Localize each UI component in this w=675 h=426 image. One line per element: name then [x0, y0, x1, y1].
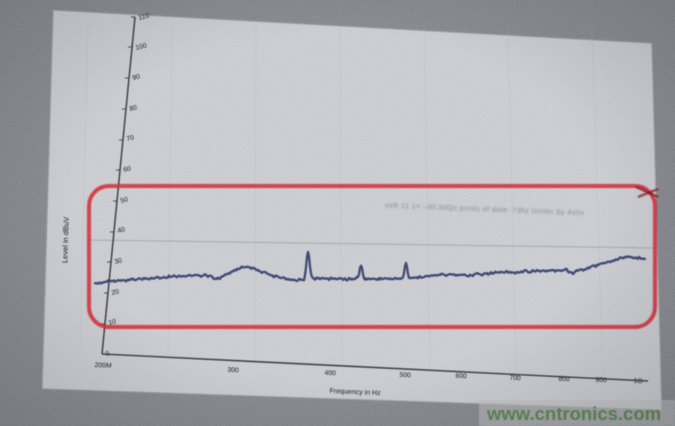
svg-text:700: 700 — [509, 375, 521, 383]
svg-text:500: 500 — [399, 372, 411, 380]
svg-text:Level in dBuV: Level in dBuV — [60, 217, 71, 264]
svg-text:www.cntronics.com: www.cntronics.com — [486, 403, 661, 424]
svg-text:900: 900 — [595, 377, 607, 385]
svg-text:200M: 200M — [94, 362, 112, 370]
svg-text:800: 800 — [558, 376, 570, 384]
svg-text:1G: 1G — [633, 378, 642, 385]
svg-text:400: 400 — [324, 370, 336, 378]
svg-text:600: 600 — [455, 373, 467, 381]
svg-text:300: 300 — [227, 367, 239, 375]
